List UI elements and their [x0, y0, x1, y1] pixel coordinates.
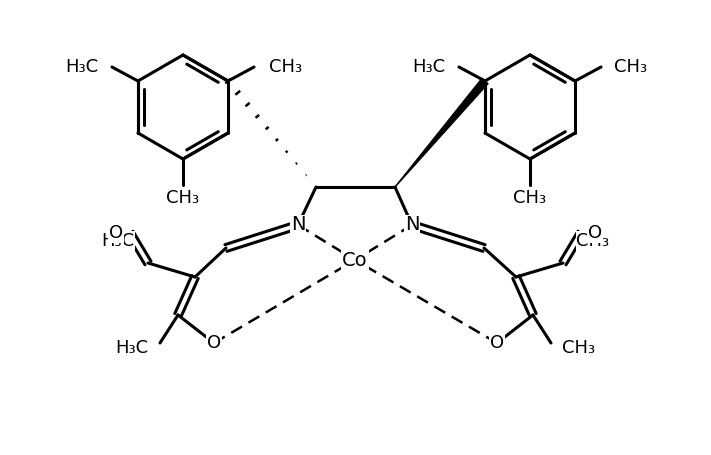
- Text: CH₃: CH₃: [513, 189, 547, 207]
- Text: CH₃: CH₃: [562, 339, 596, 357]
- Text: O: O: [490, 334, 504, 352]
- Text: O: O: [109, 224, 123, 242]
- Text: H₃C: H₃C: [102, 232, 134, 250]
- Text: N: N: [405, 216, 419, 234]
- Text: CH₃: CH₃: [614, 58, 648, 76]
- Text: CH₃: CH₃: [269, 58, 303, 76]
- Text: H₃C: H₃C: [65, 58, 99, 76]
- Text: O: O: [207, 334, 221, 352]
- Text: CH₃: CH₃: [577, 232, 609, 250]
- Text: Co: Co: [342, 251, 368, 269]
- Text: H₃C: H₃C: [115, 339, 149, 357]
- Polygon shape: [395, 78, 488, 187]
- Text: O: O: [588, 224, 602, 242]
- Text: N: N: [291, 216, 305, 234]
- Text: H₃C: H₃C: [412, 58, 446, 76]
- Text: CH₃: CH₃: [166, 189, 200, 207]
